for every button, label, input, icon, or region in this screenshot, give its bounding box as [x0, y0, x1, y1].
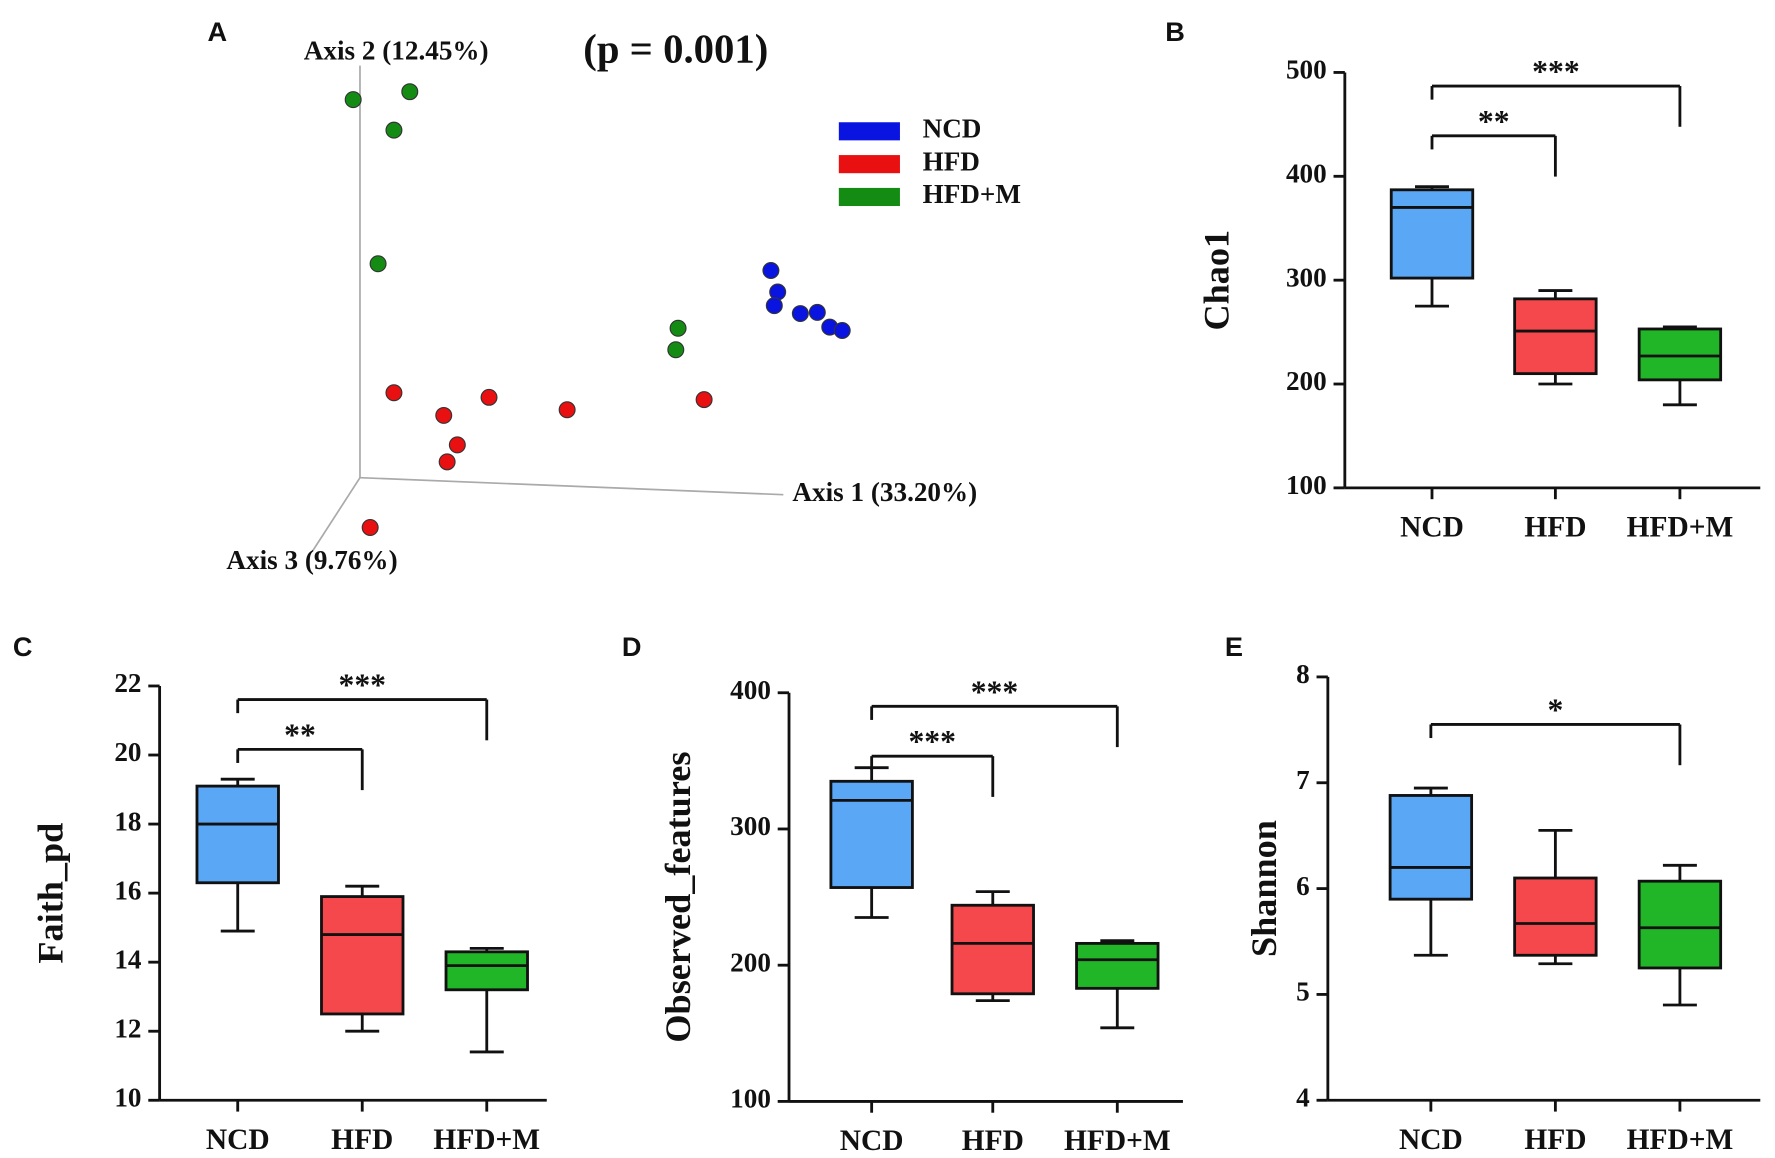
box	[1513, 297, 1598, 376]
x-tick-label: NCD	[206, 1124, 270, 1156]
significance-label: **	[284, 717, 316, 752]
box	[1637, 879, 1723, 970]
y-tick-label: 200	[730, 947, 771, 977]
y-axis-label: Faith_pd	[31, 823, 71, 964]
legend-label: HFD+M	[923, 179, 1021, 209]
point	[361, 519, 379, 536]
y-axis-label: Observed_features	[658, 752, 698, 1043]
box	[320, 895, 405, 1016]
x-tick-label: HFD+M	[433, 1124, 540, 1156]
y-tick-label: 400	[730, 675, 771, 705]
point	[558, 401, 576, 419]
box	[950, 903, 1035, 996]
y-tick-label: 8	[1296, 659, 1310, 689]
axis-label: Axis 3 (9.76%)	[226, 545, 397, 575]
y-tick-label: 4	[1296, 1083, 1310, 1113]
point	[669, 319, 687, 337]
point	[808, 303, 826, 321]
y-tick-label: 7	[1296, 765, 1310, 795]
point	[695, 391, 713, 409]
y-axis-label: Chao1	[1197, 230, 1237, 331]
x-tick-label: HFD+M	[1064, 1125, 1171, 1157]
y-tick-label: 200	[1286, 366, 1327, 396]
x-tick-label: NCD	[840, 1125, 904, 1157]
x-tick-label: HFD	[331, 1124, 393, 1156]
box	[1075, 941, 1160, 990]
box	[1389, 188, 1475, 280]
box	[1637, 327, 1723, 382]
y-axis-label: Shannon	[1244, 820, 1284, 957]
legend-swatch	[838, 155, 900, 174]
point	[385, 121, 403, 139]
point	[369, 255, 387, 273]
panel-label: B	[1165, 16, 1185, 47]
y-tick-label: 22	[114, 668, 141, 698]
significance-label: ***	[908, 724, 956, 759]
axis-label: Axis 2 (12.45%)	[304, 35, 489, 65]
y-tick-label: 300	[730, 811, 771, 841]
point	[344, 91, 362, 109]
point	[765, 297, 783, 315]
legend-swatch	[838, 187, 900, 207]
y-tick-label: 20	[114, 737, 141, 767]
x-tick-label: HFD	[1524, 512, 1586, 544]
box	[1513, 876, 1598, 957]
legend-label: NCD	[923, 114, 982, 144]
pcoa-axes	[311, 65, 784, 552]
y-tick-label: 500	[1286, 55, 1327, 85]
point	[385, 384, 403, 402]
box	[195, 784, 280, 885]
x-tick-label: NCD	[1399, 1124, 1463, 1156]
y-tick-label: 5	[1296, 977, 1310, 1007]
point	[435, 406, 453, 424]
y-tick-label: 100	[1286, 470, 1327, 500]
y-tick-label: 18	[114, 806, 141, 836]
y-tick-label: 10	[114, 1083, 141, 1113]
x-tick-label: HFD	[962, 1125, 1024, 1157]
y-tick-label: 6	[1296, 871, 1310, 901]
point	[833, 322, 851, 340]
panel-label: D	[622, 631, 642, 662]
legend-label: HFD	[923, 146, 980, 176]
significance-label: *	[1547, 692, 1563, 727]
point	[401, 83, 419, 101]
significance-label: **	[1478, 104, 1510, 139]
significance-label: ***	[1532, 54, 1580, 89]
point	[448, 436, 466, 454]
y-tick-label: 16	[114, 875, 141, 905]
x-tick-label: NCD	[1400, 512, 1464, 544]
significance-label: ***	[971, 674, 1019, 709]
x-tick-label: HFD+M	[1627, 512, 1734, 544]
box	[829, 779, 914, 889]
y-tick-label: 100	[730, 1084, 771, 1114]
legend-swatch	[838, 122, 900, 141]
panel-label: A	[208, 16, 228, 47]
point	[791, 305, 809, 323]
y-tick-label: 12	[114, 1013, 141, 1043]
axis-line	[359, 476, 784, 496]
x-tick-label: HFD	[1524, 1124, 1586, 1156]
point	[762, 262, 780, 280]
panel-label: E	[1225, 631, 1243, 662]
x-tick-label: HFD+M	[1627, 1124, 1734, 1156]
y-tick-label: 300	[1286, 262, 1327, 292]
axis-label: Axis 1 (33.20%)	[792, 477, 977, 507]
axis-line	[311, 477, 361, 552]
box	[444, 950, 529, 992]
point	[667, 341, 685, 359]
panel-label: C	[13, 631, 33, 662]
y-tick-label: 14	[114, 944, 142, 974]
point	[480, 388, 498, 406]
box	[1388, 794, 1474, 901]
point	[438, 453, 456, 471]
annotation: (p = 0.001)	[583, 27, 768, 72]
y-tick-label: 400	[1286, 159, 1327, 189]
significance-label: ***	[338, 668, 386, 703]
